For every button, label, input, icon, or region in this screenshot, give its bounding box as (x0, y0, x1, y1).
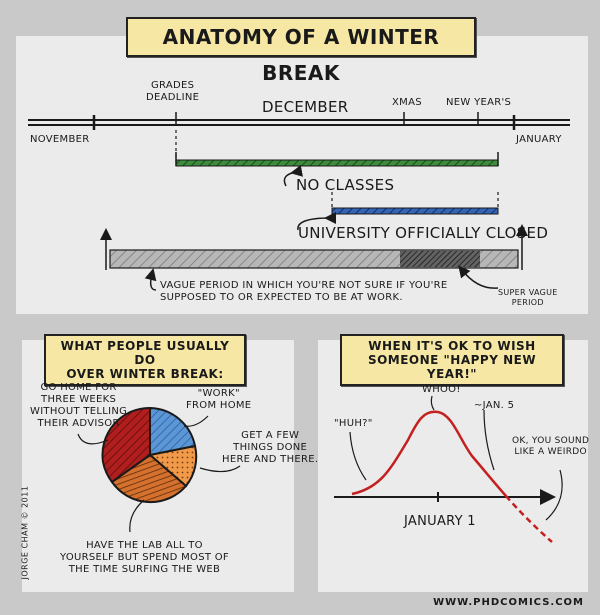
pie-slice-go-home (101, 406, 151, 484)
author-credit: JORGE CHAM © 2011 (20, 485, 30, 580)
pie-caption: WHAT PEOPLE USUALLY DO OVER WINTER BREAK: (44, 334, 246, 386)
xmas-label: XMAS (392, 97, 422, 108)
ok-curve-solid (351, 410, 507, 497)
weirdo-label: OK, YOU SOUND LIKE A WEIRDO (512, 436, 590, 457)
november-label: NOVEMBER (30, 134, 90, 145)
ok-curve-dashed (505, 495, 553, 543)
university-closed-label: UNIVERSITY OFFICIALLY CLOSED (298, 224, 549, 242)
pie-slice-work-home (149, 406, 197, 457)
go-home-label: GO HOME FOR THREE WEEKS WITHOUT TELLING TH… (30, 382, 128, 429)
get-few-label: GET A FEW THINGS DONE HERE AND THERE. (222, 430, 319, 465)
whoo-label: WHOO! (422, 384, 461, 395)
grades-deadline-label: GRADES DEADLINE (146, 80, 200, 103)
no-classes-label: NO CLASSES (296, 176, 395, 194)
no-classes-bar (175, 159, 499, 167)
super-vague-label: SUPER VAGUE PERIOD (498, 288, 558, 307)
timeline-line (28, 112, 570, 130)
university-closed-bar (331, 207, 499, 215)
lab-label: HAVE THE LAB ALL TO YOURSELF BUT SPEND MO… (60, 540, 229, 575)
january-label: JANUARY (516, 134, 562, 145)
pie-slice-lab (110, 453, 188, 504)
january-1-label: JANUARY 1 (404, 514, 476, 529)
huh-label: "HUH?" (334, 418, 373, 429)
curve-chart (334, 395, 563, 543)
new-years-label: NEW YEAR'S (446, 97, 512, 108)
december-label: DECEMBER (262, 98, 349, 116)
comic-title: ANATOMY OF A WINTER BREAK (126, 17, 476, 85)
super-vague-bar (400, 251, 480, 267)
pie-chart (101, 406, 198, 504)
vague-period-label: VAGUE PERIOD IN WHICH YOU'RE NOT SURE IF… (160, 280, 448, 303)
site-url[interactable]: WWW.PHDCOMICS.COM (433, 597, 584, 608)
jan5-label: ~JAN. 5 (474, 400, 515, 411)
curve-caption: WHEN IT'S OK TO WISH SOMEONE "HAPPY NEW Y… (340, 334, 564, 386)
work-home-label: "WORK" FROM HOME (186, 388, 252, 411)
